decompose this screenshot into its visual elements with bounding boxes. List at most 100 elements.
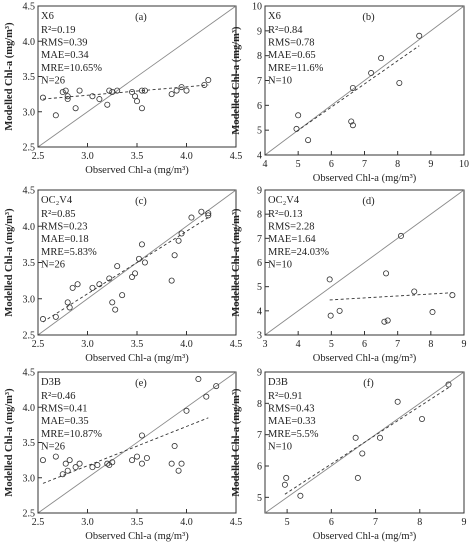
panel-c-data-point [129,273,136,280]
panel-f-y-tick-label: 6 [257,462,262,473]
panel-a-data-point [76,87,83,94]
panel-a-data-point [178,84,185,91]
panel-d-y-tick-label: 5 [257,282,262,293]
panel-f-frame [264,371,465,514]
panel-c-y-tick-label: 4.5 [23,186,36,197]
panel-c-y-tick-label: 3.0 [23,294,36,305]
panel-f-site-name: D3B [268,377,288,388]
panel-a-data-point [201,81,208,88]
panel-b-data-point [368,70,375,77]
panel-d-x-tick-label: 8 [428,339,433,350]
panel-d-one-to-one-line [264,189,465,336]
panel-f-data-point [418,415,425,422]
panel-a-stat-line: RMS=0.39 [41,38,87,49]
panel-a-data-point [132,93,139,100]
panel-f-x-tick-label: 5 [285,517,290,528]
panel-f-stat-line: R²=0.91 [268,391,302,402]
panel-e-data-point [133,453,140,460]
panel-c-data-point [141,259,148,266]
panel-c-data-point [135,255,142,262]
panel-e-y-axis-label: Modelled Chl-a (mg/m³) [4,388,15,497]
panel-a-x-tick-label: 2.5 [32,151,45,162]
panel-a-data-point [59,89,66,96]
panel-a-y-axis-label: Modelled Chl-a (mg/m³) [4,22,15,131]
panel-d-data-point [326,276,333,283]
panel-b-y-tick-label: 8 [257,51,262,62]
panel-e-x-tick-label: 3.5 [131,517,144,528]
panel-e-y-tick-label: 2.5 [23,509,36,520]
panel-b-stat-line: RMS=0.78 [268,38,314,49]
panel-c-y-axis-label: Modelled Chl-a (mg/m³) [4,208,15,317]
panel-c-data-point [96,281,103,288]
panel-c-data-point [106,275,113,282]
panel-c-data-point [198,208,205,215]
panel-a-data-point [205,77,212,84]
panel-d-stat-line: MAE=1.64 [268,234,316,245]
panel-b-y-tick-label: 10 [252,2,262,13]
panel-e-data-point [39,457,46,464]
panel-b-y-axis-label: Modelled Chl-a (mg/m³) [231,26,242,135]
panel-c-data-point [114,263,121,270]
panel-e-data-point [175,467,182,474]
panel-e-data-point [138,460,145,467]
panel-e-data-point [94,462,101,469]
panel-b-data-point [293,125,300,132]
panel-a-stat-line: R²=0.19 [41,25,75,36]
panel-f-data-point [283,474,290,481]
panel-f-stat-line: MRE=5.5% [268,429,319,440]
panel-e-data-point [64,467,71,474]
panel-e-data-point [138,432,145,439]
panel-e-panel-label: (e) [135,378,147,389]
panel-e-data-point [195,376,202,383]
panel-b-y-tick-label: 6 [257,101,262,112]
panel-f-data-point [445,381,452,388]
panel-e-data-point [89,464,96,471]
panel-a-data-point [72,105,79,112]
panel-a-data-point [52,112,59,119]
panel-d-panel-label: (d) [362,196,375,207]
panel-c-data-point [138,241,145,248]
panel-a-x-tick-label: 4.5 [230,151,243,162]
panel-b-panel-label: (b) [362,12,375,23]
panel-b-x-tick-label: 8 [395,159,400,170]
panel-d-x-tick-label: 5 [329,339,334,350]
panel-d-y-tick-label: 6 [257,258,262,269]
panel-d-y-tick-label: 8 [257,210,262,221]
panel-d-x-tick-label: 4 [296,339,301,350]
panel-c-x-tick-label: 3.5 [131,339,144,350]
panel-b-data-point [305,137,312,144]
panel-a-data-point [89,93,96,100]
panel-e-data-point [72,464,79,471]
panel-b-x-tick-label: 6 [329,159,334,170]
panel-b-data-point [396,79,403,86]
panel-a-panel-label: (a) [135,12,147,23]
panel-b-x-tick-label: 9 [428,159,433,170]
panel-a-data-point [62,87,69,94]
panel-b-stat-line: N=10 [268,75,292,86]
panel-a-data-point [173,87,180,94]
panel-e-fit-line [42,417,209,484]
panel-b-data-point [349,122,356,129]
panel-b-x-axis-label: Observed Chl-a (mg/m³) [313,173,417,184]
panel-c-data-point [109,299,116,306]
panel-c-data-point [112,306,119,313]
panel-e-y-tick-label: 3.0 [23,473,36,484]
panel-d-y-tick-label: 9 [257,186,262,197]
panel-e-stat-line: MAE=0.35 [41,416,89,427]
panel-e-x-tick-label: 2.5 [32,517,45,528]
panel-c-data-point [205,212,212,219]
panel-c-data-point [74,281,81,288]
panel-e-data-point [178,460,185,467]
panel-c-stat-line: MRE=5.83% [41,247,97,258]
panel-b-data-point [295,112,302,119]
panel-f-y-tick-label: 5 [257,493,262,504]
panel-e-data-point [171,443,178,450]
panel-c-data-point [188,214,195,221]
panel-a-data-point [114,87,121,94]
panel-a-site-name: X6 [41,11,54,22]
panel-b-x-tick-label: 5 [296,159,301,170]
panel-d-site-name: OC₂V4 [268,195,300,206]
panel-f-data-point [354,474,361,481]
panel-a-y-tick-label: 4.5 [23,2,36,13]
panel-e-data-point [52,453,59,460]
